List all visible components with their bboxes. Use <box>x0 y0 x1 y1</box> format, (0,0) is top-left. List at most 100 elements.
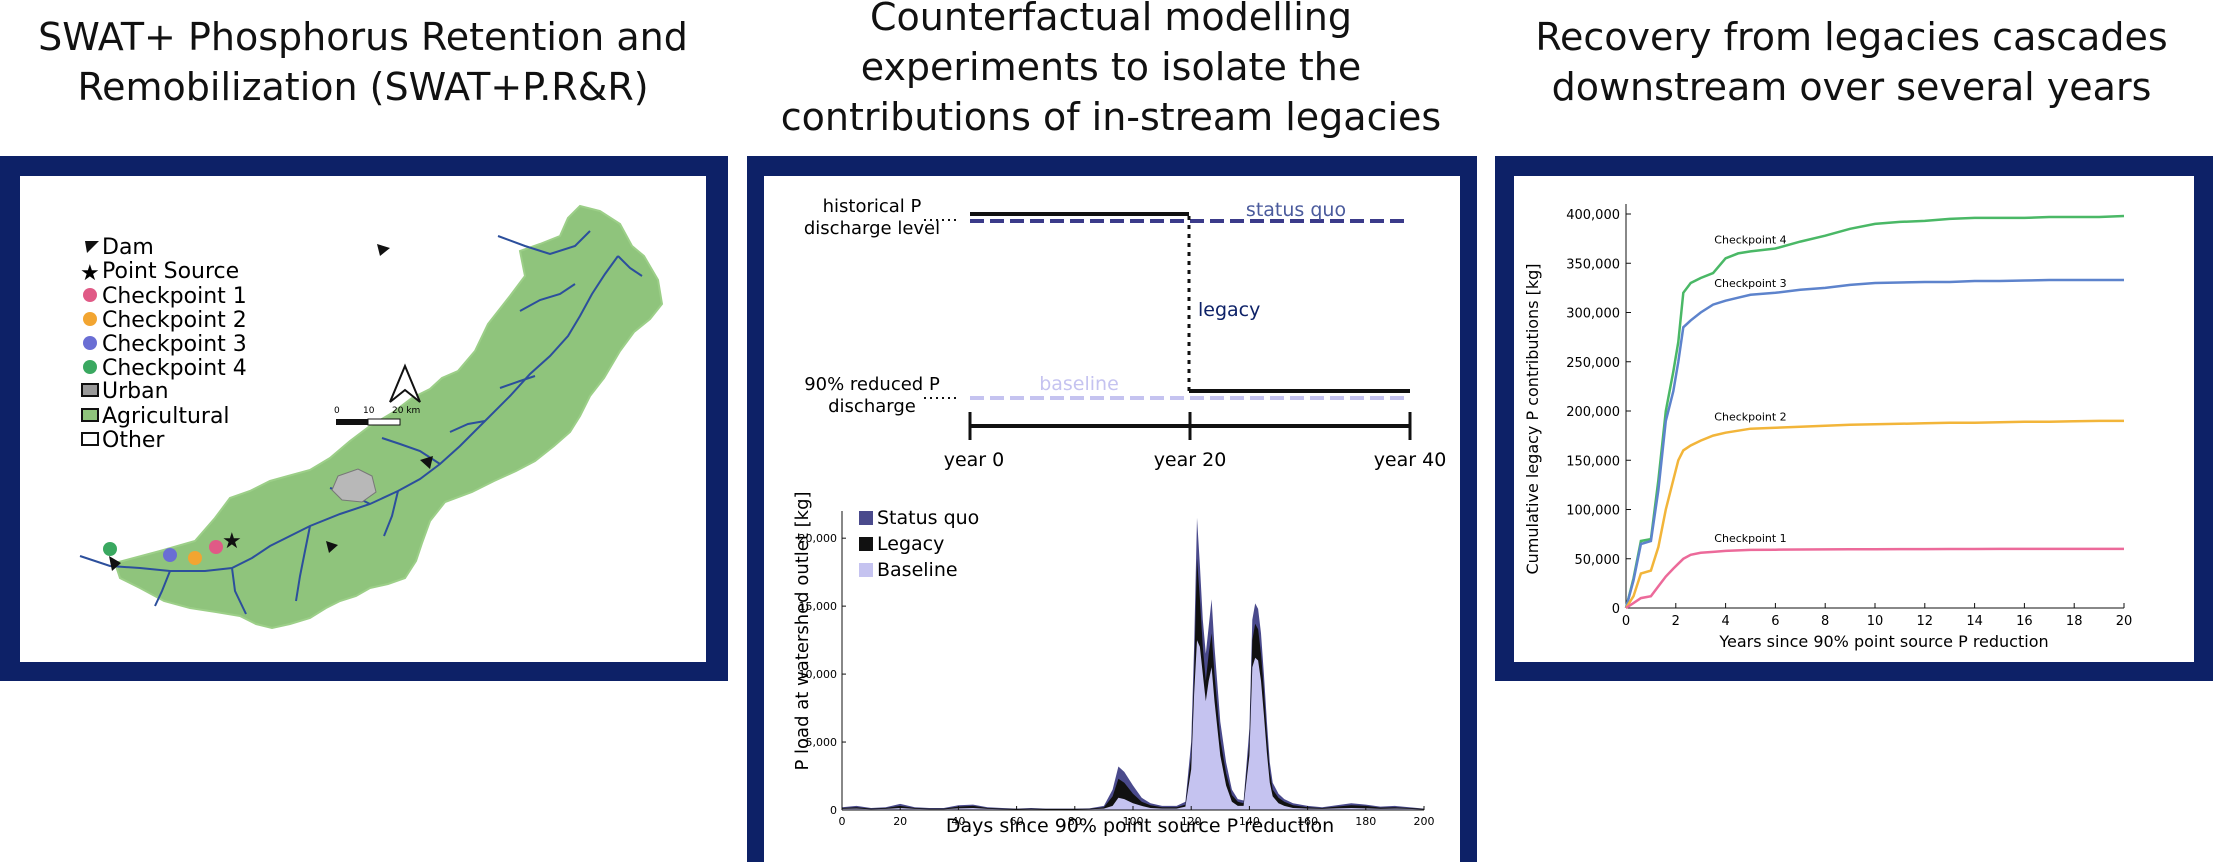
timeline-label-year0: year 0 <box>944 449 1005 471</box>
panel3-svg: 0 2 4 6 8 10 12 14 16 18 20 0 50,000 100,000 150,000 20… <box>1523 204 2132 651</box>
counterfactual-schematic: historical P discharge level status quo … <box>804 196 1446 471</box>
checkpoint-1-marker <box>209 540 223 554</box>
legend-baseline: Baseline <box>877 559 958 581</box>
scalebar-tick-0: 0 <box>334 406 340 416</box>
series-label-checkpoint-4: Checkpoint 4 <box>1714 233 1786 246</box>
legend-point-source: Point Source <box>102 259 239 284</box>
scalebar-black <box>336 419 368 425</box>
panel1-title-line2: Remobilization (SWAT+P.R&R) <box>77 65 649 109</box>
panel2-title-line1: Counterfactual modelling <box>870 0 1352 39</box>
checkpoint-4-marker <box>103 542 117 556</box>
panel2-title: Counterfactual modelling experiments to … <box>746 0 1476 142</box>
series-label-checkpoint-1: Checkpoint 1 <box>1714 532 1786 545</box>
panel3-content: 0 2 4 6 8 10 12 14 16 18 20 0 50,000 100,000 150,000 20… <box>1514 176 2194 662</box>
dam-marker-4 <box>326 541 338 553</box>
p3-xlabel: Years since 90% point source P reduction <box>1718 632 2048 651</box>
reduced-label-line2: discharge <box>828 396 916 417</box>
p2-ytick-label: 15,000 <box>799 600 838 613</box>
p2-xtick-label: 100 <box>1123 815 1144 828</box>
legend-status-quo: Status quo <box>877 507 979 529</box>
p2-xtick-label: 40 <box>951 815 965 828</box>
cumulative-legacy-line-chart: 0 2 4 6 8 10 12 14 16 18 20 0 50,000 100,000 150,000 20… <box>1566 204 2132 629</box>
legend-checkpoint-4: Checkpoint 4 <box>102 356 247 381</box>
legend-checkpoint-3: Checkpoint 3 <box>102 332 247 357</box>
panel3-title-line1: Recovery from legacies cascades <box>1535 15 2168 59</box>
p3-xtick-label: 10 <box>1867 614 1884 629</box>
legend-checkpoint-1: Checkpoint 1 <box>102 284 247 309</box>
legend-agricultural: Agricultural <box>102 404 230 429</box>
panel1-title-line1: SWAT+ Phosphorus Retention and <box>38 15 688 59</box>
p3-xtick-label: 0 <box>1622 614 1630 629</box>
p2-xtick-label: 160 <box>1297 815 1318 828</box>
dam-legend-icon <box>85 241 99 253</box>
checkpoint-4-legend-icon <box>83 360 97 374</box>
legend-dam: Dam <box>102 235 154 260</box>
p2-legend: Status quo Legacy Baseline <box>859 507 979 581</box>
p2-xtick-label: 120 <box>1181 815 1202 828</box>
p3-ytick-label: 150,000 <box>1566 454 1620 469</box>
agricultural-legend-icon <box>81 408 99 422</box>
point-source-legend-icon: ★ <box>80 261 100 286</box>
dam-marker-2 <box>420 456 433 469</box>
p3-xtick-label: 20 <box>2116 614 2133 629</box>
p3-ytick-label: 0 <box>1612 602 1620 617</box>
point-source-marker: ★ <box>222 529 242 554</box>
legend-legacy-swatch <box>859 537 873 551</box>
p3-ytick-label: 350,000 <box>1566 257 1620 272</box>
p2-xtick-label: 20 <box>893 815 907 828</box>
p3-xtick-label: 14 <box>1966 614 1983 629</box>
legend-checkpoint-2: Checkpoint 2 <box>102 308 247 333</box>
p2-xtick-label: 60 <box>1010 815 1024 828</box>
series-label-checkpoint-3: Checkpoint 3 <box>1714 277 1786 290</box>
p3-ylabel: Cumulative legacy P contributions [kg] <box>1523 263 1542 574</box>
reduced-label-line1: 90% reduced P <box>804 374 940 395</box>
panel2-title-line2: experiments to isolate the <box>860 45 1362 89</box>
panel1-map: ★ 0 10 20 km Dam ★ Point Source Checkpoi… <box>20 176 706 662</box>
p3-xtick-label: 16 <box>2016 614 2033 629</box>
checkpoint-3-marker <box>163 548 177 562</box>
urban-legend-icon <box>81 383 99 397</box>
checkpoint-3-legend-icon <box>83 336 97 350</box>
p3-ytick-label: 400,000 <box>1566 208 1620 223</box>
historical-label-line2: discharge level <box>804 218 940 239</box>
watershed-map: ★ 0 10 20 km Dam ★ Point Source Checkpoi… <box>79 204 664 630</box>
legend-urban: Urban <box>102 379 169 404</box>
legend-other: Other <box>102 428 165 453</box>
p2-xtick-label: 180 <box>1355 815 1376 828</box>
p2-ytick-label: 0 <box>830 804 837 817</box>
line-series-checkpoint-1 <box>1625 547 2124 610</box>
dam-marker-1 <box>377 244 390 256</box>
map-legend: Dam ★ Point Source Checkpoint 1 Checkpoi… <box>80 235 247 453</box>
historical-label-line1: historical P <box>823 196 922 217</box>
p2-ytick-label: 5,000 <box>806 736 838 749</box>
area-series-legacy <box>842 558 1424 810</box>
p2-ytick-label: 10,000 <box>799 668 838 681</box>
scalebar-tick-10: 10 <box>363 406 375 416</box>
p3-ytick-label: 300,000 <box>1566 307 1620 322</box>
series-label-checkpoint-2: Checkpoint 2 <box>1714 411 1786 424</box>
p2-xtick-label: 0 <box>839 815 846 828</box>
scalebar-tick-20: 20 km <box>392 406 420 416</box>
p3-xtick-label: 4 <box>1721 614 1729 629</box>
p3-ytick-label: 200,000 <box>1566 405 1620 420</box>
p3-ytick-label: 50,000 <box>1575 553 1621 568</box>
p3-ytick-label: 250,000 <box>1566 356 1620 371</box>
status-quo-label: status quo <box>1246 199 1346 221</box>
line-series-checkpoint-2 <box>1624 419 2124 609</box>
panel2-content: historical P discharge level status quo … <box>764 176 1460 862</box>
legend-status-quo-swatch <box>859 511 873 525</box>
timeline-label-year20: year 20 <box>1154 449 1227 471</box>
p3-xtick-label: 8 <box>1821 614 1829 629</box>
p3-xtick-label: 6 <box>1771 614 1779 629</box>
area-series-baseline <box>842 640 1424 810</box>
watershed-area <box>113 204 664 630</box>
scalebar-white <box>367 418 401 426</box>
dam-marker-3 <box>109 556 121 571</box>
legend-legacy: Legacy <box>877 533 944 555</box>
other-legend-icon <box>81 432 99 446</box>
p2-xtick-label: 140 <box>1239 815 1260 828</box>
p3-ytick-label: 100,000 <box>1566 504 1620 519</box>
urban-area <box>331 468 377 503</box>
panel3-title-line2: downstream over several years <box>1551 65 2152 109</box>
p3-xtick-label: 2 <box>1672 614 1680 629</box>
